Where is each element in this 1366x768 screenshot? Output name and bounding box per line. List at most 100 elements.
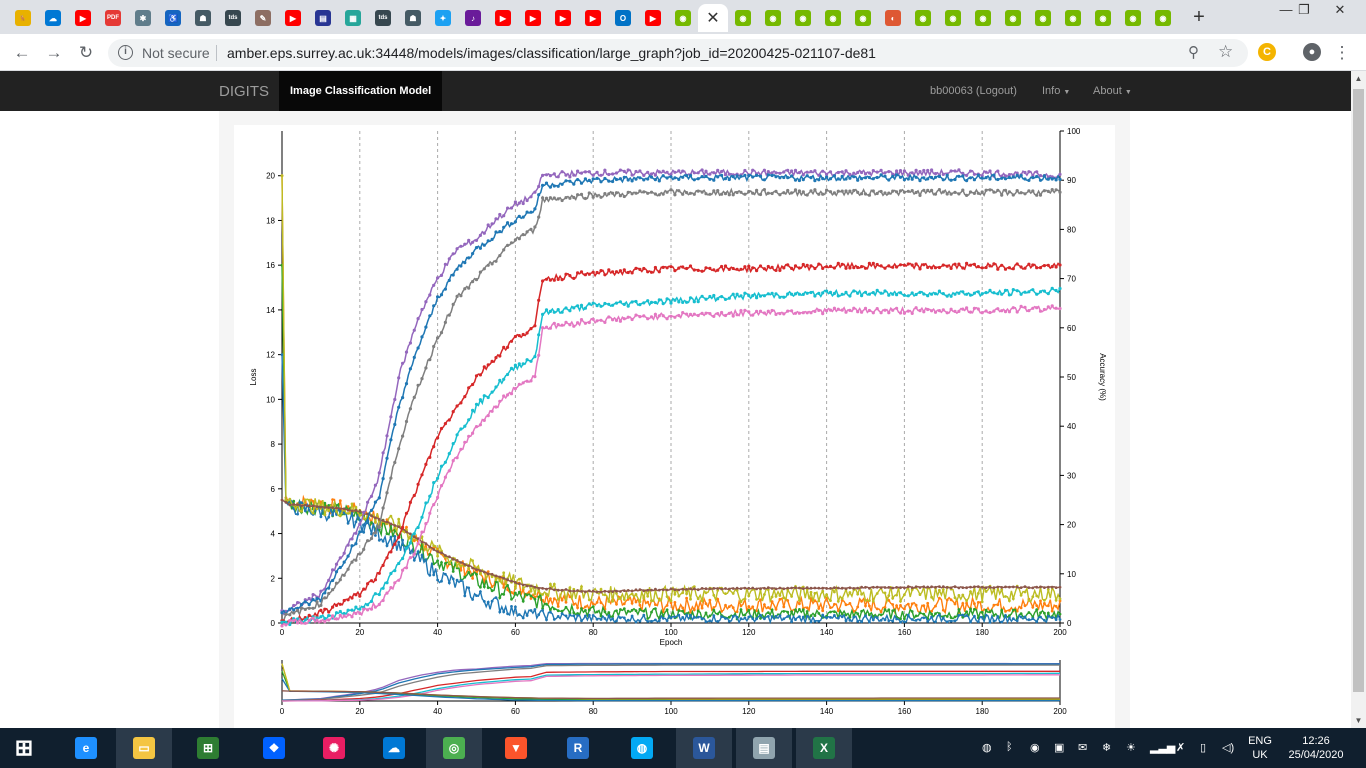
browser-tab[interactable]: ✱ [128, 4, 158, 32]
minimize-button[interactable]: — [1279, 2, 1293, 17]
tray-bluetooth-icon[interactable]: ᛒ [1006, 741, 1013, 753]
tray-app-icon[interactable]: ◉ [1030, 742, 1040, 754]
browser-tab[interactable]: ♪ [458, 4, 488, 32]
browser-tab[interactable]: ◉ [968, 4, 998, 32]
restore-button[interactable]: ❐ [1298, 2, 1310, 17]
browser-tab[interactable]: ▶ [548, 4, 578, 32]
scrollbar-thumb[interactable] [1353, 89, 1364, 692]
browser-tab[interactable]: ◉ [998, 4, 1028, 32]
browser-tab[interactable]: ◉ [848, 4, 878, 32]
browser-tab[interactable]: ☗ [398, 4, 428, 32]
r-taskbar-button[interactable]: R [550, 728, 606, 768]
browser-tab[interactable]: ◉ [1058, 4, 1088, 32]
browser-tab[interactable]: tds [368, 4, 398, 32]
series-point-1 [607, 179, 611, 183]
back-button[interactable]: ← [13, 43, 31, 62]
globe-taskbar-button[interactable]: ◍ [614, 728, 670, 768]
system-clock[interactable]: 12:26 25/04/2020 [1286, 734, 1346, 762]
bookmark-star-icon[interactable]: ☆ [1218, 42, 1234, 61]
excel-taskbar-button[interactable]: X [796, 728, 852, 768]
dropbox-taskbar-button[interactable]: ❖ [246, 728, 302, 768]
paint-taskbar-button[interactable]: ✺ [306, 728, 362, 768]
series-point-0 [529, 195, 533, 199]
tray-volume-icon[interactable]: ◁) [1222, 742, 1235, 754]
browser-tab[interactable]: ◉ [728, 4, 758, 32]
user-logout-link[interactable]: bb00063 (Logout) [930, 85, 1017, 97]
browser-tab[interactable]: O [608, 4, 638, 32]
onedrive-taskbar-button[interactable]: ☁ [366, 728, 422, 768]
digits-brand-link[interactable]: DIGITS [219, 83, 270, 100]
browser-tab[interactable]: ▶ [278, 4, 308, 32]
browser-tab[interactable]: ◉ [908, 4, 938, 32]
series-point-3 [941, 263, 945, 267]
browser-tab[interactable]: ▤ [308, 4, 338, 32]
internet-explorer-taskbar-button[interactable]: e [58, 728, 114, 768]
browser-tab[interactable]: ◉ [758, 4, 788, 32]
browser-tab[interactable]: ▶ [578, 4, 608, 32]
series-point-5 [704, 311, 708, 315]
extension-icon[interactable]: C [1258, 43, 1276, 61]
tray-battery-icon[interactable]: ▯ [1200, 742, 1207, 754]
tray-wifi-icon[interactable]: ▂▃▅ [1150, 742, 1176, 754]
browser-tab[interactable]: 🦌 [8, 4, 38, 32]
tray-mail-icon[interactable]: ✉ [1078, 742, 1088, 754]
new-tab-button[interactable]: + [1193, 6, 1205, 28]
browser-tab[interactable]: ▦ [338, 4, 368, 32]
series-point-1 [362, 523, 366, 527]
browser-tab[interactable]: ▶ [488, 4, 518, 32]
language-indicator[interactable]: ENG UK [1244, 734, 1276, 762]
info-icon[interactable]: i [118, 45, 133, 60]
tray-weather-icon[interactable]: ☀ [1126, 742, 1136, 754]
browser-tab[interactable]: ◉ [938, 4, 968, 32]
info-menu[interactable]: Info ▼ [1042, 85, 1070, 97]
close-window-button[interactable]: ✕ [1334, 2, 1346, 17]
scroll-up-icon[interactable]: ▲ [1354, 74, 1363, 83]
browser-tab[interactable]: ♿ [158, 4, 188, 32]
browser-menu-icon[interactable]: ⋮ [1333, 43, 1351, 62]
close-tab-icon[interactable]: ✕ [706, 10, 720, 27]
forward-button[interactable]: → [45, 43, 63, 62]
notepad-taskbar-button[interactable]: ▤ [736, 728, 792, 768]
tray-error-icon[interactable]: ✗ [1176, 742, 1186, 754]
tray-camera-icon[interactable]: ▣ [1054, 742, 1065, 754]
browser-tab[interactable]: ☁ [38, 4, 68, 32]
browser-tab[interactable]: ▶ [518, 4, 548, 32]
browser-tab[interactable]: ✎ [248, 4, 278, 32]
tray-snowflake-icon[interactable]: ❄ [1102, 742, 1112, 754]
address-bar[interactable]: i Not secure amber.eps.surrey.ac.uk:3444… [108, 39, 1248, 67]
word-taskbar-button[interactable]: W [676, 728, 732, 768]
browser-tab[interactable]: ◉ [788, 4, 818, 32]
browser-tab[interactable]: ▶ [68, 4, 98, 32]
browser-tab[interactable]: ▶ [638, 4, 668, 32]
series-point-10 [673, 588, 677, 592]
browser-tab[interactable]: ◉ [1118, 4, 1148, 32]
browser-tab[interactable]: ◉ [668, 4, 698, 32]
browser-tab[interactable]: tds [218, 4, 248, 32]
url-text[interactable]: amber.eps.surrey.ac.uk:34448/models/imag… [227, 45, 876, 61]
chrome-taskbar-button[interactable]: ◎ [426, 728, 482, 768]
brave-taskbar-button[interactable]: ▼ [488, 728, 544, 768]
series-point-4 [727, 296, 731, 300]
browser-tab[interactable]: ◉ [818, 4, 848, 32]
windows-start-taskbar-button[interactable]: ⊞ [2, 728, 46, 768]
series-point-8 [774, 614, 778, 618]
store-taskbar-button[interactable]: ⊞ [180, 728, 236, 768]
browser-tab[interactable]: ◉ [1148, 4, 1178, 32]
browser-tab[interactable]: ◉ [1088, 4, 1118, 32]
about-menu[interactable]: About ▼ [1093, 85, 1132, 97]
security-label[interactable]: Not secure [142, 45, 210, 61]
active-tab[interactable]: ✕ [698, 4, 728, 32]
profile-avatar-icon[interactable]: ● [1303, 43, 1321, 61]
zoom-icon[interactable]: ⚲ [1188, 44, 1199, 61]
tray-network-icon[interactable]: ◍ [982, 742, 992, 754]
browser-tab[interactable]: ◉ [1028, 4, 1058, 32]
scroll-down-icon[interactable]: ▼ [1354, 716, 1363, 725]
browser-tab[interactable]: PDF [98, 4, 128, 32]
browser-tab[interactable]: ✦ [428, 4, 458, 32]
browser-tab[interactable]: ☗ [188, 4, 218, 32]
file-explorer-taskbar-button[interactable]: ▭ [116, 728, 172, 768]
browser-tab[interactable]: ◐ [878, 4, 908, 32]
page-scrollbar[interactable]: ▲ ▼ [1351, 71, 1366, 728]
reload-button[interactable]: ↻ [78, 43, 94, 62]
nav-image-classification-model[interactable]: Image Classification Model [279, 71, 443, 111]
